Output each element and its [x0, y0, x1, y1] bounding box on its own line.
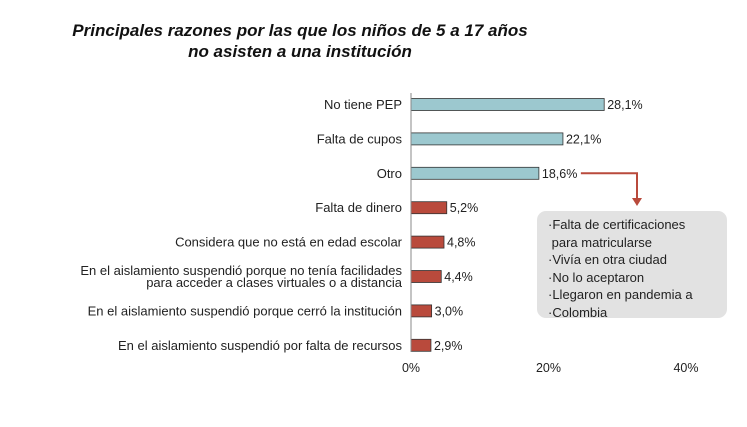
bar-5 [410, 235, 445, 249]
x-tick-label-1: 0% [402, 361, 420, 375]
category-label-4: Falta de dinero [315, 200, 402, 215]
annotation-arrow [580, 172, 642, 206]
data-label-6: 4,4% [444, 270, 473, 284]
bar-2 [410, 132, 564, 146]
annotation-box: ·Falta de certificaciones para matricula… [537, 211, 727, 321]
x-tick-label-2: 20% [536, 361, 561, 375]
category-label-2: Falta de cupos [317, 131, 403, 146]
x-axis-ticks: 0% 20% 40% [402, 361, 699, 375]
annotation-arrow-line [580, 172, 638, 200]
annotation-item: ·No lo aceptaron [548, 269, 645, 285]
chart-title: Principales razones por las que los niño… [72, 21, 528, 61]
bar-8 [410, 338, 432, 352]
data-label-3: 18,6% [542, 167, 577, 181]
data-label-2: 22,1% [566, 132, 601, 146]
annotation-arrow-head [632, 198, 642, 206]
category-label-7: En el aislamiento suspendió porque cerró… [88, 303, 402, 318]
annotation-item: ·Vivía en otra ciudad [548, 252, 667, 267]
bar-3 [410, 166, 540, 180]
data-label-7: 3,0% [435, 304, 464, 318]
bars-layer: 28,1% No tiene PEP 22,1% Falta de cupos 18,6… [80, 97, 642, 353]
bar-4 [410, 201, 448, 215]
data-label-5: 4,8% [447, 236, 476, 250]
annotation-item: ·Llegaron en pandemia a [548, 287, 693, 302]
bar-7 [410, 304, 433, 318]
annotation-item: ·Falta de certificaciones [548, 217, 686, 232]
annotation-item: para matricularse [548, 234, 653, 250]
category-label-3: Otro [377, 166, 402, 181]
bar-6 [410, 270, 442, 283]
annotation-list: ·Falta de certificaciones para matricula… [537, 211, 727, 321]
category-label-6: En el aislamiento suspendió porque no te… [80, 263, 402, 290]
bar-1 [410, 98, 605, 111]
data-label-4: 5,2% [450, 201, 479, 215]
data-label-8: 2,9% [434, 339, 463, 353]
annotation-item: ·Colombia [548, 304, 608, 320]
category-label-8: En el aislamiento suspendió por falta de… [118, 338, 402, 353]
data-label-1: 28,1% [607, 98, 642, 112]
x-tick-label-3: 40% [673, 361, 698, 375]
category-label-1: No tiene PEP [324, 97, 402, 112]
category-label-5: Considera que no está en edad escolar [175, 235, 403, 250]
